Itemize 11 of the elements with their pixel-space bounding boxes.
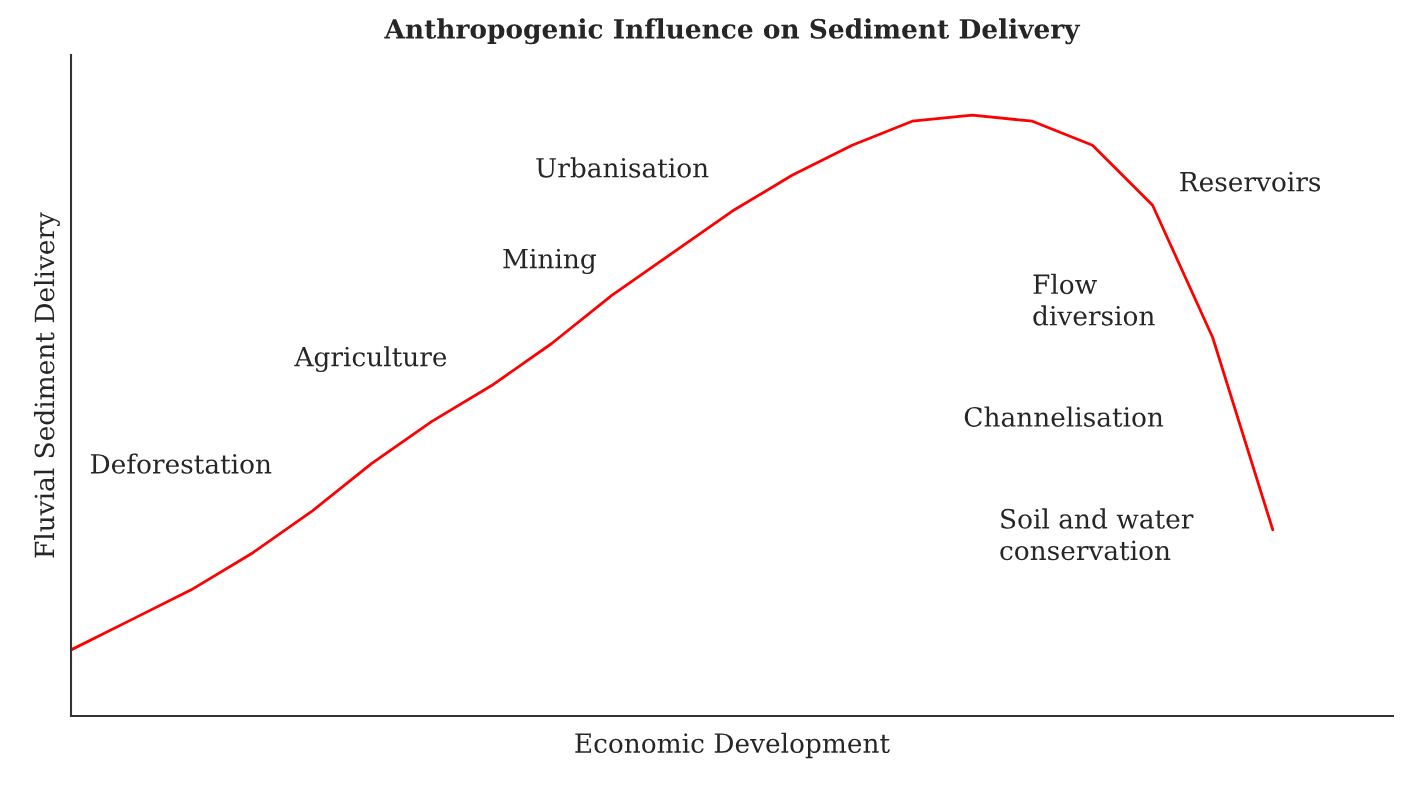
annotation: Mining [503, 248, 596, 275]
annotation: Reservoirs [1180, 171, 1321, 192]
annotation: Flow diversion [1033, 273, 1155, 326]
annotation: Agriculture [294, 346, 447, 373]
annotation: Soil and water conservation [1000, 508, 1194, 561]
annotation: Urbanisation [536, 157, 709, 178]
chart-title: Anthropogenic Influence on Sediment Delivery [384, 18, 1081, 45]
annotation: Channelisation [964, 406, 1164, 427]
y-axis-title: Fluvial Sediment Delivery [33, 212, 60, 558]
x-axis-title: Economic Development [575, 732, 890, 759]
annotation: Deforestation [90, 453, 272, 474]
